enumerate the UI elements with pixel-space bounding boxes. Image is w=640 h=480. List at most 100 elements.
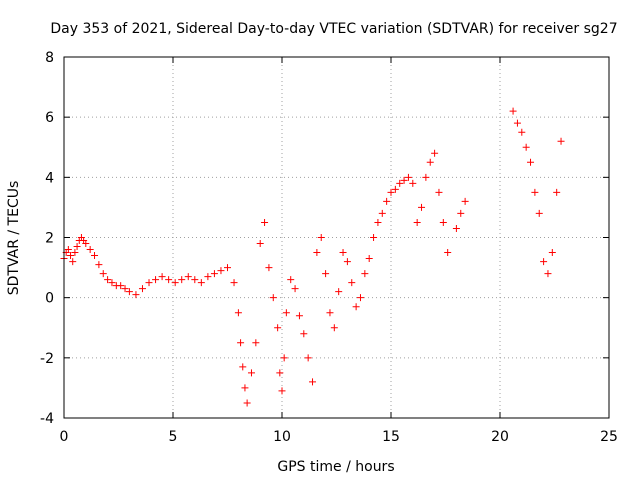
data-point [239,363,247,371]
data-point [400,176,408,184]
data-point [339,249,347,257]
data-point [104,276,112,284]
data-point [278,387,286,395]
data-point [138,285,146,293]
y-tick-labels: -4 -2 0 2 4 6 8 [40,50,54,427]
data-point [435,188,443,196]
data-point [95,261,103,269]
data-point [548,249,556,257]
data-point [256,240,264,248]
data-point [352,303,360,311]
x-tick-labels: 0 5 10 15 20 25 [60,429,618,445]
data-point [348,279,356,287]
data-point [361,270,369,278]
data-point [67,252,75,260]
y-axis-label: SDTVAR / TECUs [6,181,22,296]
x-tick-label: 15 [382,429,400,445]
data-point [418,203,426,211]
data-point [439,218,447,226]
data-point [518,128,526,136]
data-point [280,354,288,362]
data-point [91,252,99,260]
data-point [531,188,539,196]
data-point [291,285,299,293]
data-point [125,288,133,296]
data-point [191,276,199,284]
data-point [237,339,245,347]
data-point [383,197,391,205]
data-point [522,143,530,151]
y-tick-label: 8 [45,50,54,66]
data-point [117,282,125,290]
data-point [108,279,116,287]
data-point [431,149,439,157]
y-tick-label: 6 [45,110,54,126]
data-point [86,246,94,254]
data-point [404,173,412,181]
data-point [210,270,218,278]
data-point [243,399,251,407]
data-point [204,273,212,281]
data-point [282,309,290,317]
axis-ticks [63,56,610,419]
data-point [343,258,351,266]
data-point [295,312,303,320]
data-point [535,209,543,217]
data-point [387,188,395,196]
data-point [69,258,77,266]
x-tick-label: 0 [60,429,69,445]
data-point [171,279,179,287]
data-point [132,291,140,299]
data-point [409,179,417,187]
data-point [261,218,269,226]
data-point [217,267,225,275]
y-tick-label: -4 [40,411,54,427]
data-point [276,369,284,377]
data-point [413,218,421,226]
data-point [313,249,321,257]
data-point [444,249,452,257]
data-point [426,158,434,166]
x-tick-label: 10 [273,429,291,445]
data-point [230,279,238,287]
data-point [374,218,382,226]
data-point [269,294,277,302]
data-point [557,137,565,145]
data-point [317,234,325,241]
data-point [553,188,561,196]
data-point [509,107,517,115]
data-point [82,240,90,248]
data-point [99,270,107,278]
data-point [73,243,81,251]
data-point [396,179,404,187]
data-point [247,369,255,377]
data-point [452,224,460,232]
data-point [422,173,430,181]
data-point [145,279,153,287]
data-point [224,264,231,272]
data-point [527,158,535,166]
data-point [234,309,242,317]
data-point [71,249,79,257]
y-tick-label: 0 [45,291,54,307]
grid [64,57,609,418]
data-points [60,107,565,407]
data-point [152,276,160,284]
data-point [540,258,548,266]
x-tick-label: 20 [491,429,509,445]
data-point [322,270,330,278]
data-point [304,354,312,362]
data-point [165,276,173,284]
data-point [274,324,282,332]
data-point [287,276,295,284]
data-point [391,185,399,193]
x-tick-label: 25 [600,429,618,445]
y-tick-label: -2 [40,351,54,367]
data-point [457,209,465,217]
data-point [178,276,186,284]
data-point [544,270,552,278]
y-tick-label: 2 [45,231,54,247]
data-point [252,339,260,347]
data-point [300,330,308,338]
